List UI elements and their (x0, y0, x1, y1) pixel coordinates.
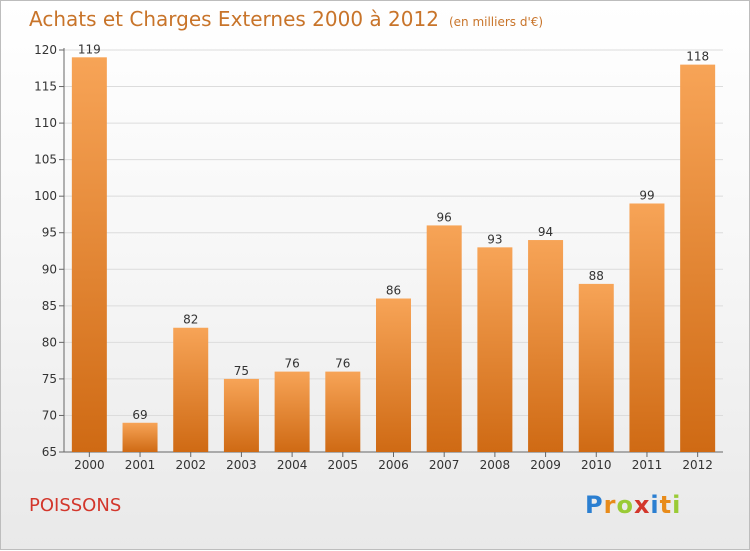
x-tick-label: 2005 (328, 458, 359, 472)
bar (578, 283, 614, 452)
y-tick-label: 85 (42, 299, 57, 313)
y-tick-label: 120 (34, 43, 57, 57)
bar-value-label: 75 (234, 364, 249, 378)
y-tick-label: 65 (42, 445, 57, 459)
y-tick-label: 95 (42, 226, 57, 240)
x-tick-label: 2004 (277, 458, 308, 472)
bar-value-label: 93 (487, 232, 502, 246)
bar-value-label: 94 (538, 225, 553, 239)
bar-value-label: 119 (78, 42, 101, 56)
bar-value-label: 88 (589, 269, 604, 283)
proxiti-logo: Proxiti (585, 491, 681, 519)
x-tick-label: 2000 (74, 458, 105, 472)
bar (325, 371, 361, 452)
x-tick-label: 2009 (530, 458, 561, 472)
x-tick-label: 2010 (581, 458, 612, 472)
title-text: Achats et Charges Externes 2000 à 2012 (29, 7, 439, 31)
bar-value-label: 76 (284, 357, 299, 371)
bar-value-label: 96 (437, 210, 452, 224)
x-tick-label: 2012 (682, 458, 713, 472)
y-tick-label: 110 (34, 116, 57, 130)
bar-value-label: 69 (132, 408, 147, 422)
x-tick-label: 2001 (125, 458, 156, 472)
x-tick-label: 2002 (175, 458, 206, 472)
y-tick-label: 105 (34, 153, 57, 167)
x-tick-label: 2003 (226, 458, 257, 472)
x-tick-label: 2011 (632, 458, 663, 472)
bar-value-label: 118 (686, 50, 709, 64)
x-tick-label: 2007 (429, 458, 460, 472)
bar (71, 57, 107, 453)
unit-label: (en milliers d'€) (448, 15, 544, 29)
y-tick-label: 75 (42, 372, 57, 386)
bar (680, 64, 716, 453)
y-tick-label: 100 (34, 189, 57, 203)
y-tick-label: 90 (42, 262, 57, 276)
logo-letter: r (603, 491, 617, 519)
y-tick-label: 70 (42, 408, 57, 422)
logo-letter: o (616, 491, 634, 519)
logo-letter: t (659, 491, 673, 519)
x-tick-label: 2006 (378, 458, 409, 472)
y-tick-label: 80 (42, 335, 57, 349)
bar-value-label: 86 (386, 284, 401, 298)
bars: 119 69 82 75 76 76 86 96 93 94 88 99 118 (71, 42, 716, 453)
bar (173, 327, 209, 452)
bar (477, 247, 513, 452)
bar (274, 371, 310, 452)
chart-title: Achats et Charges Externes 2000 à 2012 (e… (29, 7, 543, 31)
logo-letter: i (672, 491, 682, 519)
bar (376, 298, 411, 452)
bar (528, 240, 564, 452)
city-name: POISSONS (29, 495, 122, 516)
bar (122, 422, 158, 452)
logo-letter: P (585, 491, 604, 519)
bar-value-label: 99 (639, 188, 654, 202)
bar (629, 203, 665, 452)
x-tick-label: 2008 (480, 458, 511, 472)
logo-letter: x (633, 491, 651, 519)
y-tick-label: 115 (34, 80, 57, 94)
bar (426, 225, 462, 452)
bar-value-label: 76 (335, 357, 350, 371)
bar-value-label: 82 (183, 313, 198, 327)
bar (223, 378, 259, 452)
logo-letter: i (650, 491, 660, 519)
